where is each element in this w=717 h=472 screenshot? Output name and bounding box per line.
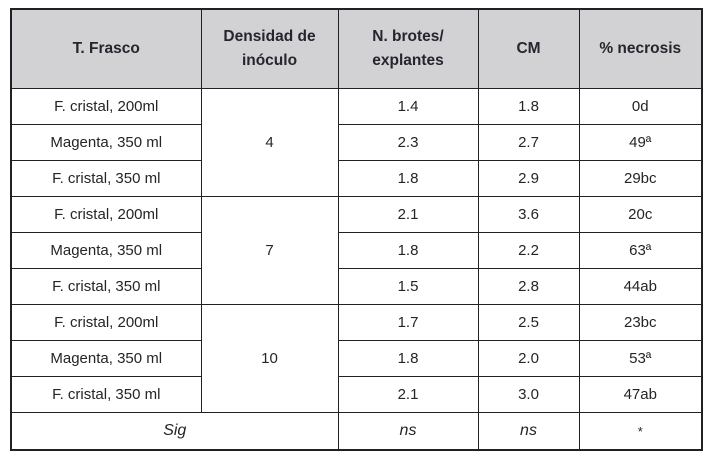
cell-cm: 3.6: [477, 196, 580, 233]
cell-t-frasco: F. cristal, 350 ml: [10, 160, 202, 197]
cell-cm: 1.8: [477, 88, 580, 125]
cell-t-frasco: F. cristal, 200ml: [10, 196, 202, 233]
cell-densidad-group-3: 10: [200, 304, 339, 413]
cell-sig-label: Sig: [10, 412, 339, 451]
cell-n-brotes: 1.7: [337, 304, 479, 341]
table-row: F. cristal, 200ml 4 1.4 1.8 0d: [10, 88, 703, 197]
cell-t-frasco: F. cristal, 350 ml: [10, 268, 202, 305]
cell-necrosis: 44ab: [578, 268, 703, 305]
cell-cm: 2.2: [477, 232, 580, 269]
cell-sig-necrosis: *: [578, 412, 703, 451]
table-row: F. cristal, 200ml 10 1.7 2.5 23bc: [10, 304, 703, 413]
cell-t-frasco: F. cristal, 200ml: [10, 88, 202, 125]
table-row: F. cristal, 200ml 7 2.1 3.6 20c: [10, 196, 703, 305]
cell-n-brotes: 1.8: [337, 340, 479, 377]
cell-cm: 2.7: [477, 124, 580, 161]
results-table: T. Frasco Densidad de inóculo N. brotes/…: [10, 8, 703, 451]
cell-necrosis: 29bc: [578, 160, 703, 197]
table-row: Magenta, 350 ml 2.3 2.7 49ª: [10, 124, 703, 161]
col-header-densidad-inoculo: Densidad de inóculo: [200, 8, 339, 89]
cell-necrosis: 0d: [578, 88, 703, 125]
cell-cm: 2.9: [477, 160, 580, 197]
cell-n-brotes: 1.5: [337, 268, 479, 305]
cell-n-brotes: 2.1: [337, 196, 479, 233]
table-row: F. cristal, 350 ml 1.8 2.9 29bc: [10, 160, 703, 197]
col-header-cm: CM: [477, 8, 580, 89]
col-header-pct-necrosis: % necrosis: [578, 8, 703, 89]
cell-t-frasco: Magenta, 350 ml: [10, 124, 202, 161]
cell-cm: 2.0: [477, 340, 580, 377]
cell-necrosis: 53ª: [578, 340, 703, 377]
col-header-t-frasco: T. Frasco: [10, 8, 202, 89]
cell-n-brotes: 2.3: [337, 124, 479, 161]
header-row: T. Frasco Densidad de inóculo N. brotes/…: [10, 8, 703, 89]
cell-sig-n-brotes: ns: [337, 412, 479, 451]
cell-necrosis: 20c: [578, 196, 703, 233]
cell-t-frasco: F. cristal, 350 ml: [10, 376, 202, 413]
cell-n-brotes: 1.4: [337, 88, 479, 125]
cell-sig-cm: ns: [477, 412, 580, 451]
col-header-n-brotes-explantes: N. brotes/ explantes: [337, 8, 479, 89]
cell-cm: 2.8: [477, 268, 580, 305]
table-container: T. Frasco Densidad de inóculo N. brotes/…: [10, 8, 703, 451]
cell-t-frasco: F. cristal, 200ml: [10, 304, 202, 341]
cell-cm: 2.5: [477, 304, 580, 341]
table-row: F. cristal, 350 ml 1.5 2.8 44ab: [10, 268, 703, 305]
cell-n-brotes: 1.8: [337, 160, 479, 197]
cell-n-brotes: 1.8: [337, 232, 479, 269]
cell-t-frasco: Magenta, 350 ml: [10, 232, 202, 269]
cell-cm: 3.0: [477, 376, 580, 413]
cell-n-brotes: 2.1: [337, 376, 479, 413]
cell-t-frasco: Magenta, 350 ml: [10, 340, 202, 377]
cell-necrosis: 23bc: [578, 304, 703, 341]
cell-necrosis: 63ª: [578, 232, 703, 269]
cell-necrosis: 49ª: [578, 124, 703, 161]
cell-densidad-group-2: 7: [200, 196, 339, 305]
table-row: Magenta, 350 ml 1.8 2.2 63ª: [10, 232, 703, 269]
significance-row: Sig ns ns *: [10, 412, 703, 451]
cell-necrosis: 47ab: [578, 376, 703, 413]
cell-densidad-group-1: 4: [200, 88, 339, 197]
table-row: Magenta, 350 ml 1.8 2.0 53ª: [10, 340, 703, 377]
table-row: F. cristal, 350 ml 2.1 3.0 47ab: [10, 376, 703, 413]
